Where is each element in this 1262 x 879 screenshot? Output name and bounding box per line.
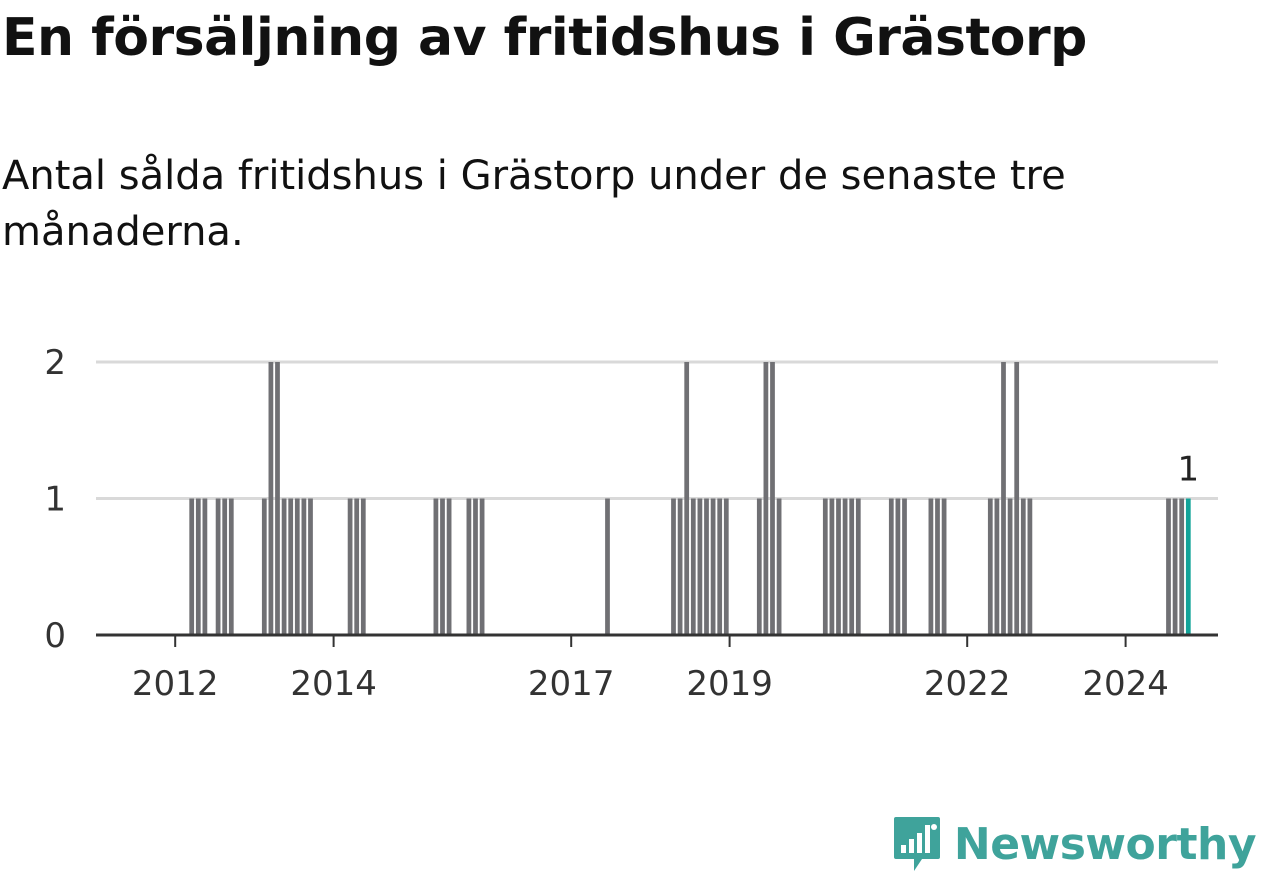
- bar: [704, 498, 709, 635]
- x-tick-label: 2014: [290, 664, 377, 704]
- x-axis: [96, 633, 1218, 647]
- bar: [473, 498, 478, 635]
- bar: [770, 362, 775, 635]
- bar: [829, 498, 835, 635]
- bar: [479, 498, 485, 635]
- x-tick-label: 2019: [686, 664, 773, 704]
- y-tick-label: 1: [44, 480, 66, 520]
- x-tick-label: 2024: [1082, 664, 1169, 704]
- bar: [189, 498, 195, 635]
- bar: [855, 498, 861, 635]
- brand-name: Newsworthy: [953, 818, 1257, 870]
- bar: [268, 362, 274, 635]
- x-tick-label: 2017: [528, 664, 615, 704]
- bar-highlight: [1185, 498, 1191, 635]
- bar: [275, 362, 280, 635]
- labels: 0 1 2 1 2012 2014 2017 2019 2022 2024: [44, 343, 1199, 704]
- x-tick-label: 2022: [924, 664, 1011, 704]
- bar: [222, 498, 228, 635]
- bar: [466, 498, 472, 635]
- bar: [360, 498, 366, 635]
- bar: [763, 362, 769, 635]
- bar: [723, 498, 729, 635]
- bar: [756, 498, 762, 635]
- bar: [888, 498, 894, 635]
- bar: [261, 498, 267, 635]
- bar: [202, 498, 208, 635]
- bar: [836, 498, 841, 635]
- bar: [215, 498, 221, 635]
- chart-subtitle: Antal sålda fritidshus i Grästorp under …: [2, 153, 1066, 255]
- bar-chart: 0 1 2 1 2012 2014 2017 2019 2022 2024: [44, 343, 1218, 704]
- bar: [294, 498, 300, 635]
- bar: [301, 498, 307, 635]
- bar: [446, 498, 452, 635]
- bar: [822, 498, 828, 635]
- y-tick-label: 0: [44, 616, 66, 656]
- bar: [776, 498, 782, 635]
- bar: [690, 498, 696, 635]
- bar: [842, 498, 848, 635]
- bar: [895, 498, 901, 635]
- bar: [697, 498, 703, 635]
- bar: [1166, 498, 1171, 635]
- bar: [941, 498, 947, 635]
- bar: [1172, 498, 1178, 635]
- bar: [710, 498, 716, 635]
- bar: [677, 498, 683, 635]
- bar: [1020, 498, 1026, 635]
- y-tick-label: 2: [44, 343, 66, 383]
- page-title: En försäljning av fritidshus i Grästorp: [2, 8, 1087, 68]
- highlight-value-label: 1: [1177, 450, 1199, 490]
- bar: [684, 362, 690, 635]
- bars: [189, 362, 1191, 635]
- bar: [994, 498, 1000, 635]
- bar: [1014, 362, 1020, 635]
- newsworthy-logo-icon: [893, 817, 940, 871]
- bar: [987, 498, 993, 635]
- bar: [902, 498, 907, 635]
- bar: [1007, 498, 1013, 635]
- bar: [1179, 498, 1185, 635]
- bar: [440, 498, 445, 635]
- bar: [288, 498, 294, 635]
- bar: [849, 498, 855, 635]
- gridlines: [96, 360, 1218, 500]
- bar: [717, 498, 723, 635]
- bar: [308, 498, 313, 635]
- bar: [935, 498, 940, 635]
- bar: [433, 498, 439, 635]
- bar: [671, 498, 676, 635]
- x-tick-label: 2012: [132, 664, 219, 704]
- bar: [195, 498, 201, 635]
- bar: [347, 498, 353, 635]
- bar: [928, 498, 934, 635]
- bar: [605, 498, 610, 635]
- bar: [1027, 498, 1033, 635]
- newsworthy-logo: Newsworthy: [892, 815, 1257, 873]
- bar: [354, 498, 360, 635]
- bar: [1001, 362, 1006, 635]
- bar: [281, 498, 287, 635]
- bar: [228, 498, 234, 635]
